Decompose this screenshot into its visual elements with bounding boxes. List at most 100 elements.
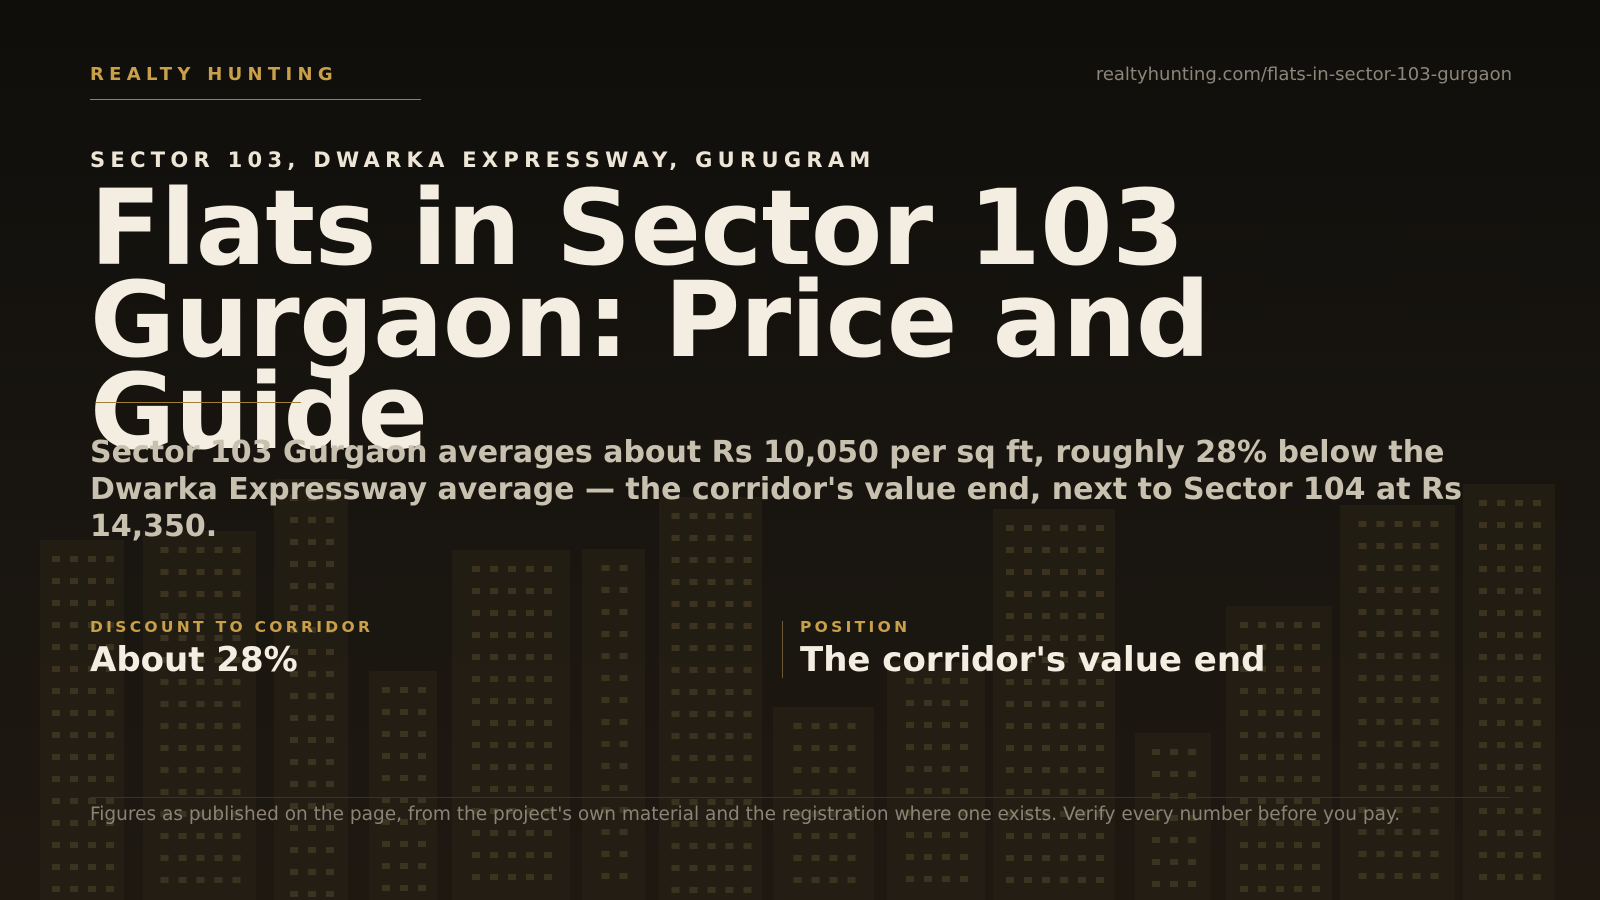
- building-window: [1497, 830, 1505, 836]
- building-window: [308, 847, 316, 853]
- building-window: [526, 742, 534, 748]
- building-window: [619, 653, 628, 659]
- building-window: [1170, 881, 1178, 887]
- building-window: [942, 700, 950, 706]
- building-window: [1479, 522, 1487, 528]
- skyline-building: [1226, 606, 1332, 900]
- building-window: [160, 547, 169, 553]
- building-window: [1294, 864, 1302, 870]
- building-window: [232, 855, 241, 861]
- building-window: [1096, 701, 1104, 707]
- building-window: [88, 732, 96, 738]
- building-window: [418, 863, 426, 869]
- building-window: [160, 657, 169, 663]
- building-window: [1042, 701, 1050, 707]
- building-window: [232, 877, 241, 883]
- building-window: [707, 689, 716, 695]
- building-window: [924, 788, 932, 794]
- building-window: [1515, 830, 1523, 836]
- building-window: [924, 722, 932, 728]
- building-window: [308, 583, 316, 589]
- building-window: [1042, 745, 1050, 751]
- building-window: [1096, 833, 1104, 839]
- building-window: [508, 786, 516, 792]
- building-window: [1533, 566, 1541, 572]
- building-window: [829, 767, 838, 773]
- building-window: [214, 679, 223, 685]
- building-window: [1060, 833, 1068, 839]
- building-window: [106, 644, 114, 650]
- building-window: [308, 759, 316, 765]
- building-window: [707, 733, 716, 739]
- building-window: [290, 847, 298, 853]
- building-window: [619, 587, 628, 593]
- building-window: [1358, 631, 1367, 637]
- building-window: [1294, 842, 1302, 848]
- building-window: [160, 569, 169, 575]
- building-window: [232, 591, 241, 597]
- building-window: [1024, 723, 1032, 729]
- building-window: [1479, 808, 1487, 814]
- building-window: [1078, 635, 1086, 641]
- building-window: [490, 742, 498, 748]
- building-window: [308, 825, 316, 831]
- building-window: [508, 676, 516, 682]
- building-window: [106, 666, 114, 672]
- building-window: [1060, 657, 1068, 663]
- building-window: [1188, 881, 1196, 887]
- building-window: [214, 657, 223, 663]
- building-window: [508, 588, 516, 594]
- building-window: [1152, 793, 1160, 799]
- building-window: [619, 609, 628, 615]
- building-window: [1096, 789, 1104, 795]
- building-window: [472, 874, 480, 880]
- building-window: [178, 789, 187, 795]
- building-window: [472, 698, 480, 704]
- building-window: [1258, 864, 1266, 870]
- building-window: [544, 698, 552, 704]
- building-window: [601, 873, 610, 879]
- building-window: [178, 679, 187, 685]
- building-window: [232, 635, 241, 641]
- building-window: [290, 737, 298, 743]
- building-window: [326, 605, 334, 611]
- building-window: [178, 811, 187, 817]
- building-window: [1276, 710, 1284, 716]
- building-window: [418, 775, 426, 781]
- building-window: [1312, 666, 1320, 672]
- building-window: [1024, 679, 1032, 685]
- building-window: [1358, 829, 1367, 835]
- building-window: [1394, 785, 1403, 791]
- building-window: [290, 627, 298, 633]
- building-window: [106, 622, 114, 628]
- building-window: [490, 786, 498, 792]
- building-window: [671, 865, 680, 871]
- building-window: [326, 737, 334, 743]
- building-window: [308, 649, 316, 655]
- building-window: [472, 632, 480, 638]
- building-window: [689, 887, 698, 893]
- building-window: [1240, 776, 1248, 782]
- brand-logo-text[interactable]: REALTY HUNTING: [90, 64, 338, 85]
- building-window: [400, 819, 408, 825]
- stat-value: About 28%: [90, 640, 298, 680]
- building-window: [1240, 688, 1248, 694]
- building-window: [671, 887, 680, 893]
- building-window: [689, 535, 698, 541]
- building-window: [52, 820, 60, 826]
- building-window: [1096, 569, 1104, 575]
- building-window: [811, 767, 820, 773]
- building-window: [1006, 877, 1014, 883]
- building-window: [707, 843, 716, 849]
- building-window: [1276, 732, 1284, 738]
- building-window: [671, 733, 680, 739]
- building-window: [290, 891, 298, 897]
- building-window: [70, 732, 78, 738]
- building-window: [88, 798, 96, 804]
- building-window: [1394, 521, 1403, 527]
- building-window: [743, 601, 752, 607]
- building-window: [924, 832, 932, 838]
- building-window: [942, 744, 950, 750]
- building-window: [178, 635, 187, 641]
- building-window: [1042, 811, 1050, 817]
